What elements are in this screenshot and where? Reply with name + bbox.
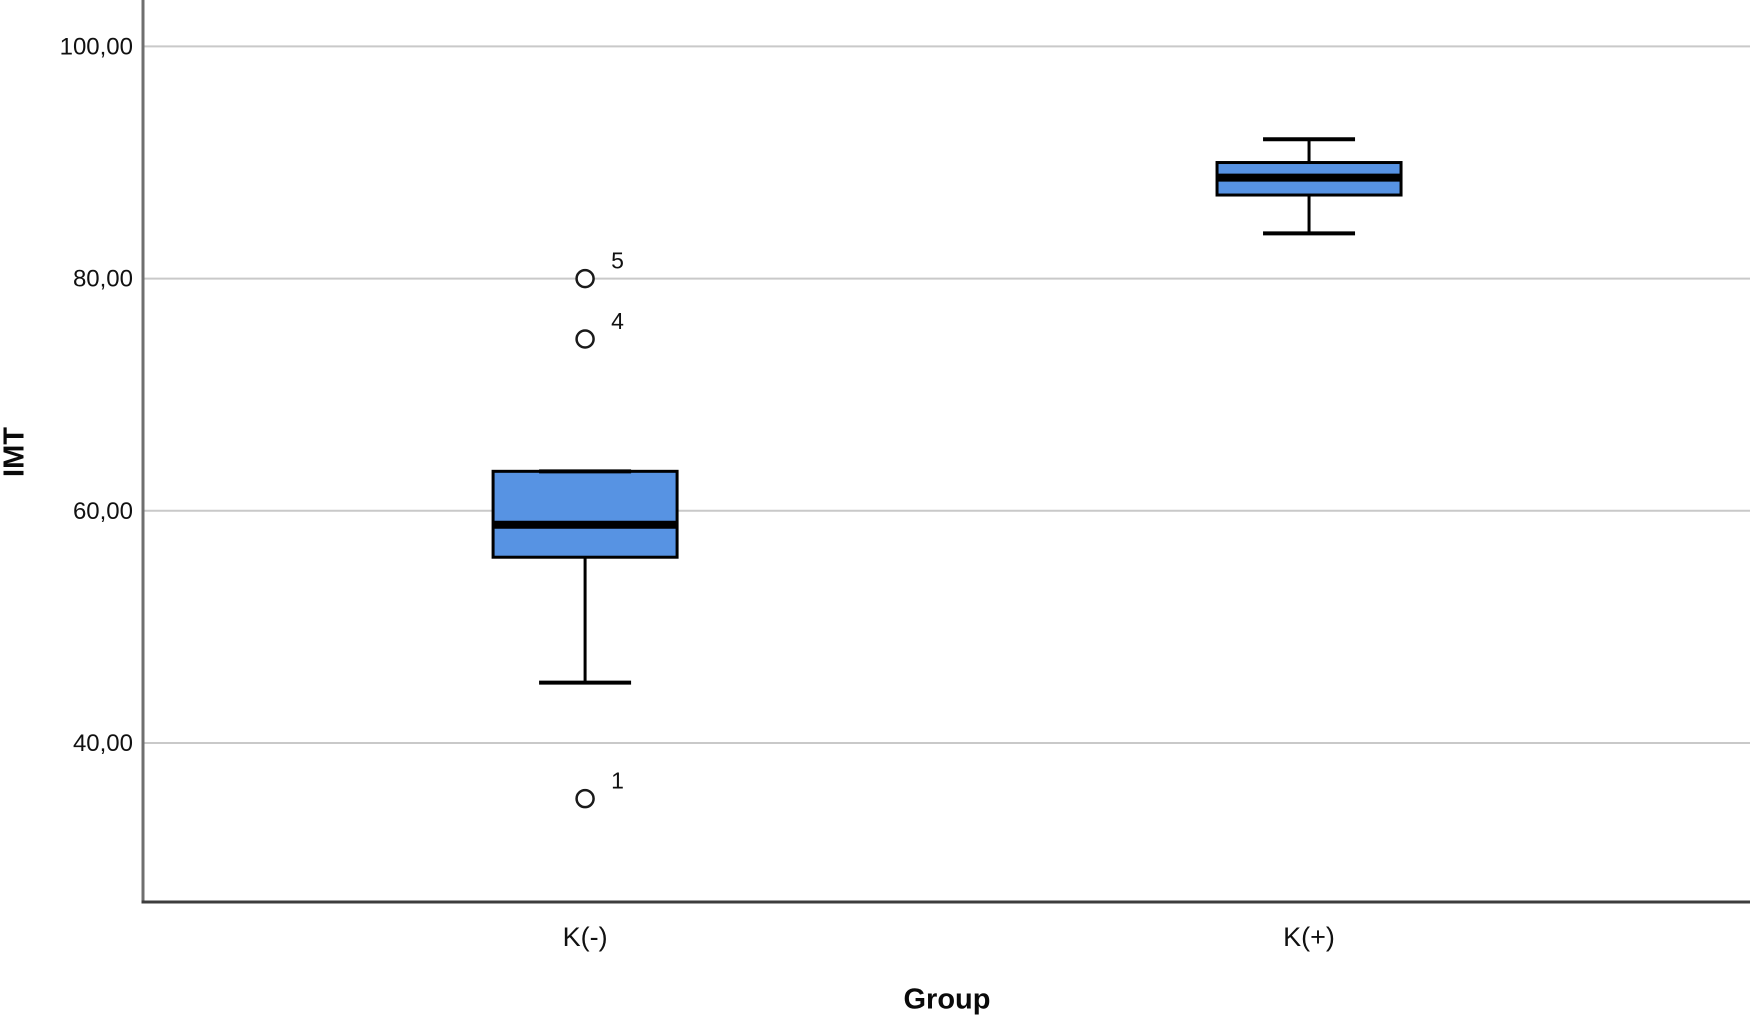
y-tick-label: 100,00	[60, 33, 133, 60]
y-tick-label: 60,00	[73, 498, 133, 525]
x-tick-label: K(+)	[1283, 922, 1335, 952]
box	[491, 469, 679, 559]
outlier-point	[575, 268, 595, 289]
x-tick-label: K(-)	[563, 922, 608, 952]
outlier-point	[575, 788, 595, 809]
x-axis-title: Group	[903, 983, 991, 1016]
outlier-point	[575, 329, 595, 349]
outlier-label: 1	[611, 768, 624, 794]
outlier-label: 4	[611, 308, 624, 334]
y-tick-label: 40,00	[73, 730, 133, 757]
y-axis-title: IMT	[0, 427, 31, 477]
outlier-label: 5	[611, 248, 624, 274]
y-tick-label: 80,00	[73, 266, 133, 293]
